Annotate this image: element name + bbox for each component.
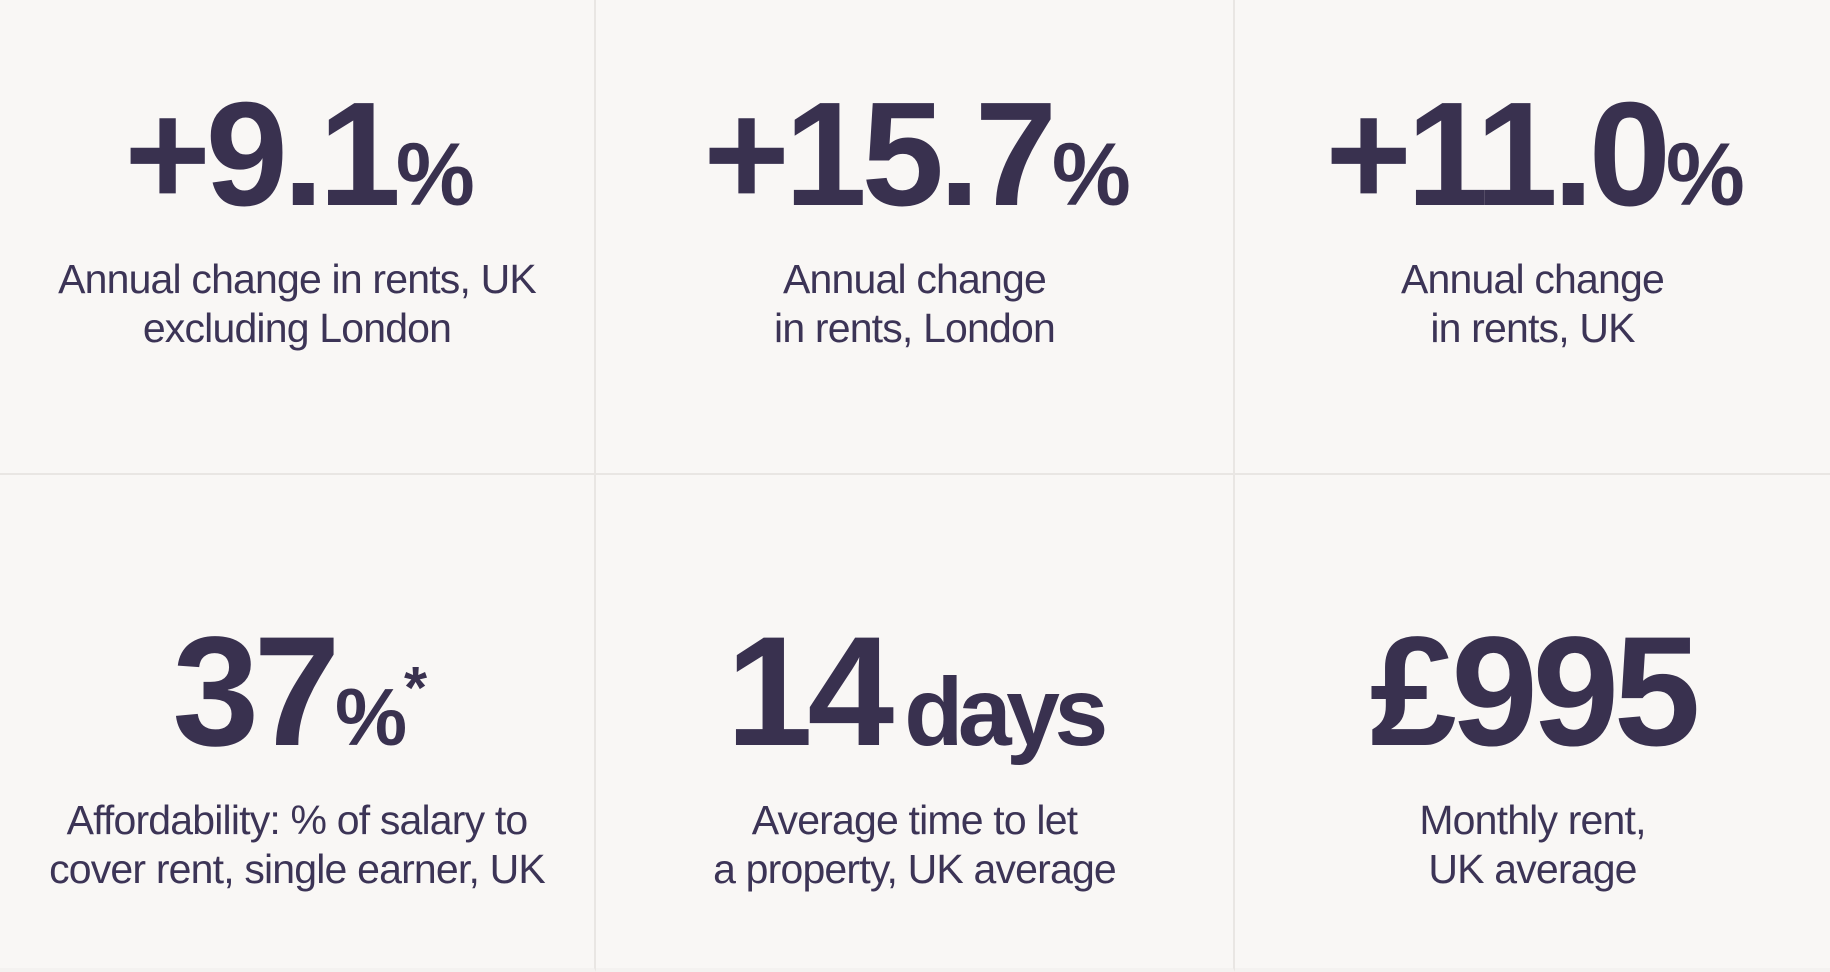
- stat-label-line: excluding London: [142, 304, 452, 351]
- stat-label-line: a property, UK average: [713, 846, 1117, 892]
- stat-number: +9.1: [124, 71, 401, 237]
- stat-number: +15.7: [703, 71, 1057, 237]
- stat-number: 14: [726, 605, 894, 779]
- stat-label-line: in rents, UK: [1430, 304, 1635, 351]
- stat-card-rents-london: +15.7% Annual change in rents, London: [596, 0, 1235, 475]
- stat-card-monthly-rent: £995 Monthly rent, UK average: [1235, 475, 1830, 972]
- stat-label-line: Affordability: % of salary to: [66, 797, 529, 843]
- stat-card-rents-uk-excl-london: +9.1% Annual change in rents, UK excludi…: [0, 0, 596, 475]
- stat-label: Affordability: % of salary to cover rent…: [49, 796, 546, 894]
- stat-label-line: Annual change: [1401, 255, 1665, 302]
- stat-value: +9.1%: [124, 80, 475, 229]
- stat-value: +11.0%: [1325, 80, 1745, 229]
- percent-sign: %: [1051, 124, 1131, 224]
- stat-number: 37: [172, 605, 340, 779]
- stat-label-line: Monthly rent,: [1419, 797, 1646, 843]
- stat-label-line: Annual change: [783, 255, 1047, 302]
- percent-sign: %: [395, 124, 475, 224]
- stat-value: 37%*: [172, 614, 427, 770]
- stat-value: 14 days: [726, 614, 1108, 770]
- percent-sign: %: [334, 673, 407, 763]
- stat-unit-word: days: [904, 658, 1108, 766]
- percent-sign: %: [1665, 124, 1745, 224]
- stat-label: Annual change in rents, London: [774, 255, 1056, 353]
- stat-label: Monthly rent, UK average: [1419, 796, 1646, 894]
- stat-label: Annual change in rents, UK excluding Lon…: [58, 255, 537, 353]
- stat-card-affordability: 37%* Affordability: % of salary to cover…: [0, 475, 596, 972]
- stat-card-time-to-let: 14 days Average time to let a property, U…: [596, 475, 1235, 972]
- stat-label-line: UK average: [1428, 846, 1637, 892]
- stat-value: +15.7%: [703, 80, 1131, 229]
- stat-label-line: cover rent, single earner, UK: [49, 846, 546, 892]
- asterisk-footnote-marker: *: [404, 654, 427, 722]
- stat-label-line: in rents, London: [774, 304, 1056, 351]
- stat-number: +11.0: [1325, 71, 1671, 237]
- stat-label: Average time to let a property, UK avera…: [713, 796, 1117, 894]
- stat-label-line: Annual change in rents, UK: [58, 255, 537, 302]
- stat-value: £995: [1370, 614, 1701, 770]
- stat-label: Annual change in rents, UK: [1401, 255, 1665, 353]
- stat-label-line: Average time to let: [751, 797, 1078, 843]
- stat-number: £995: [1369, 605, 1701, 779]
- stat-card-rents-uk: +11.0% Annual change in rents, UK: [1235, 0, 1830, 475]
